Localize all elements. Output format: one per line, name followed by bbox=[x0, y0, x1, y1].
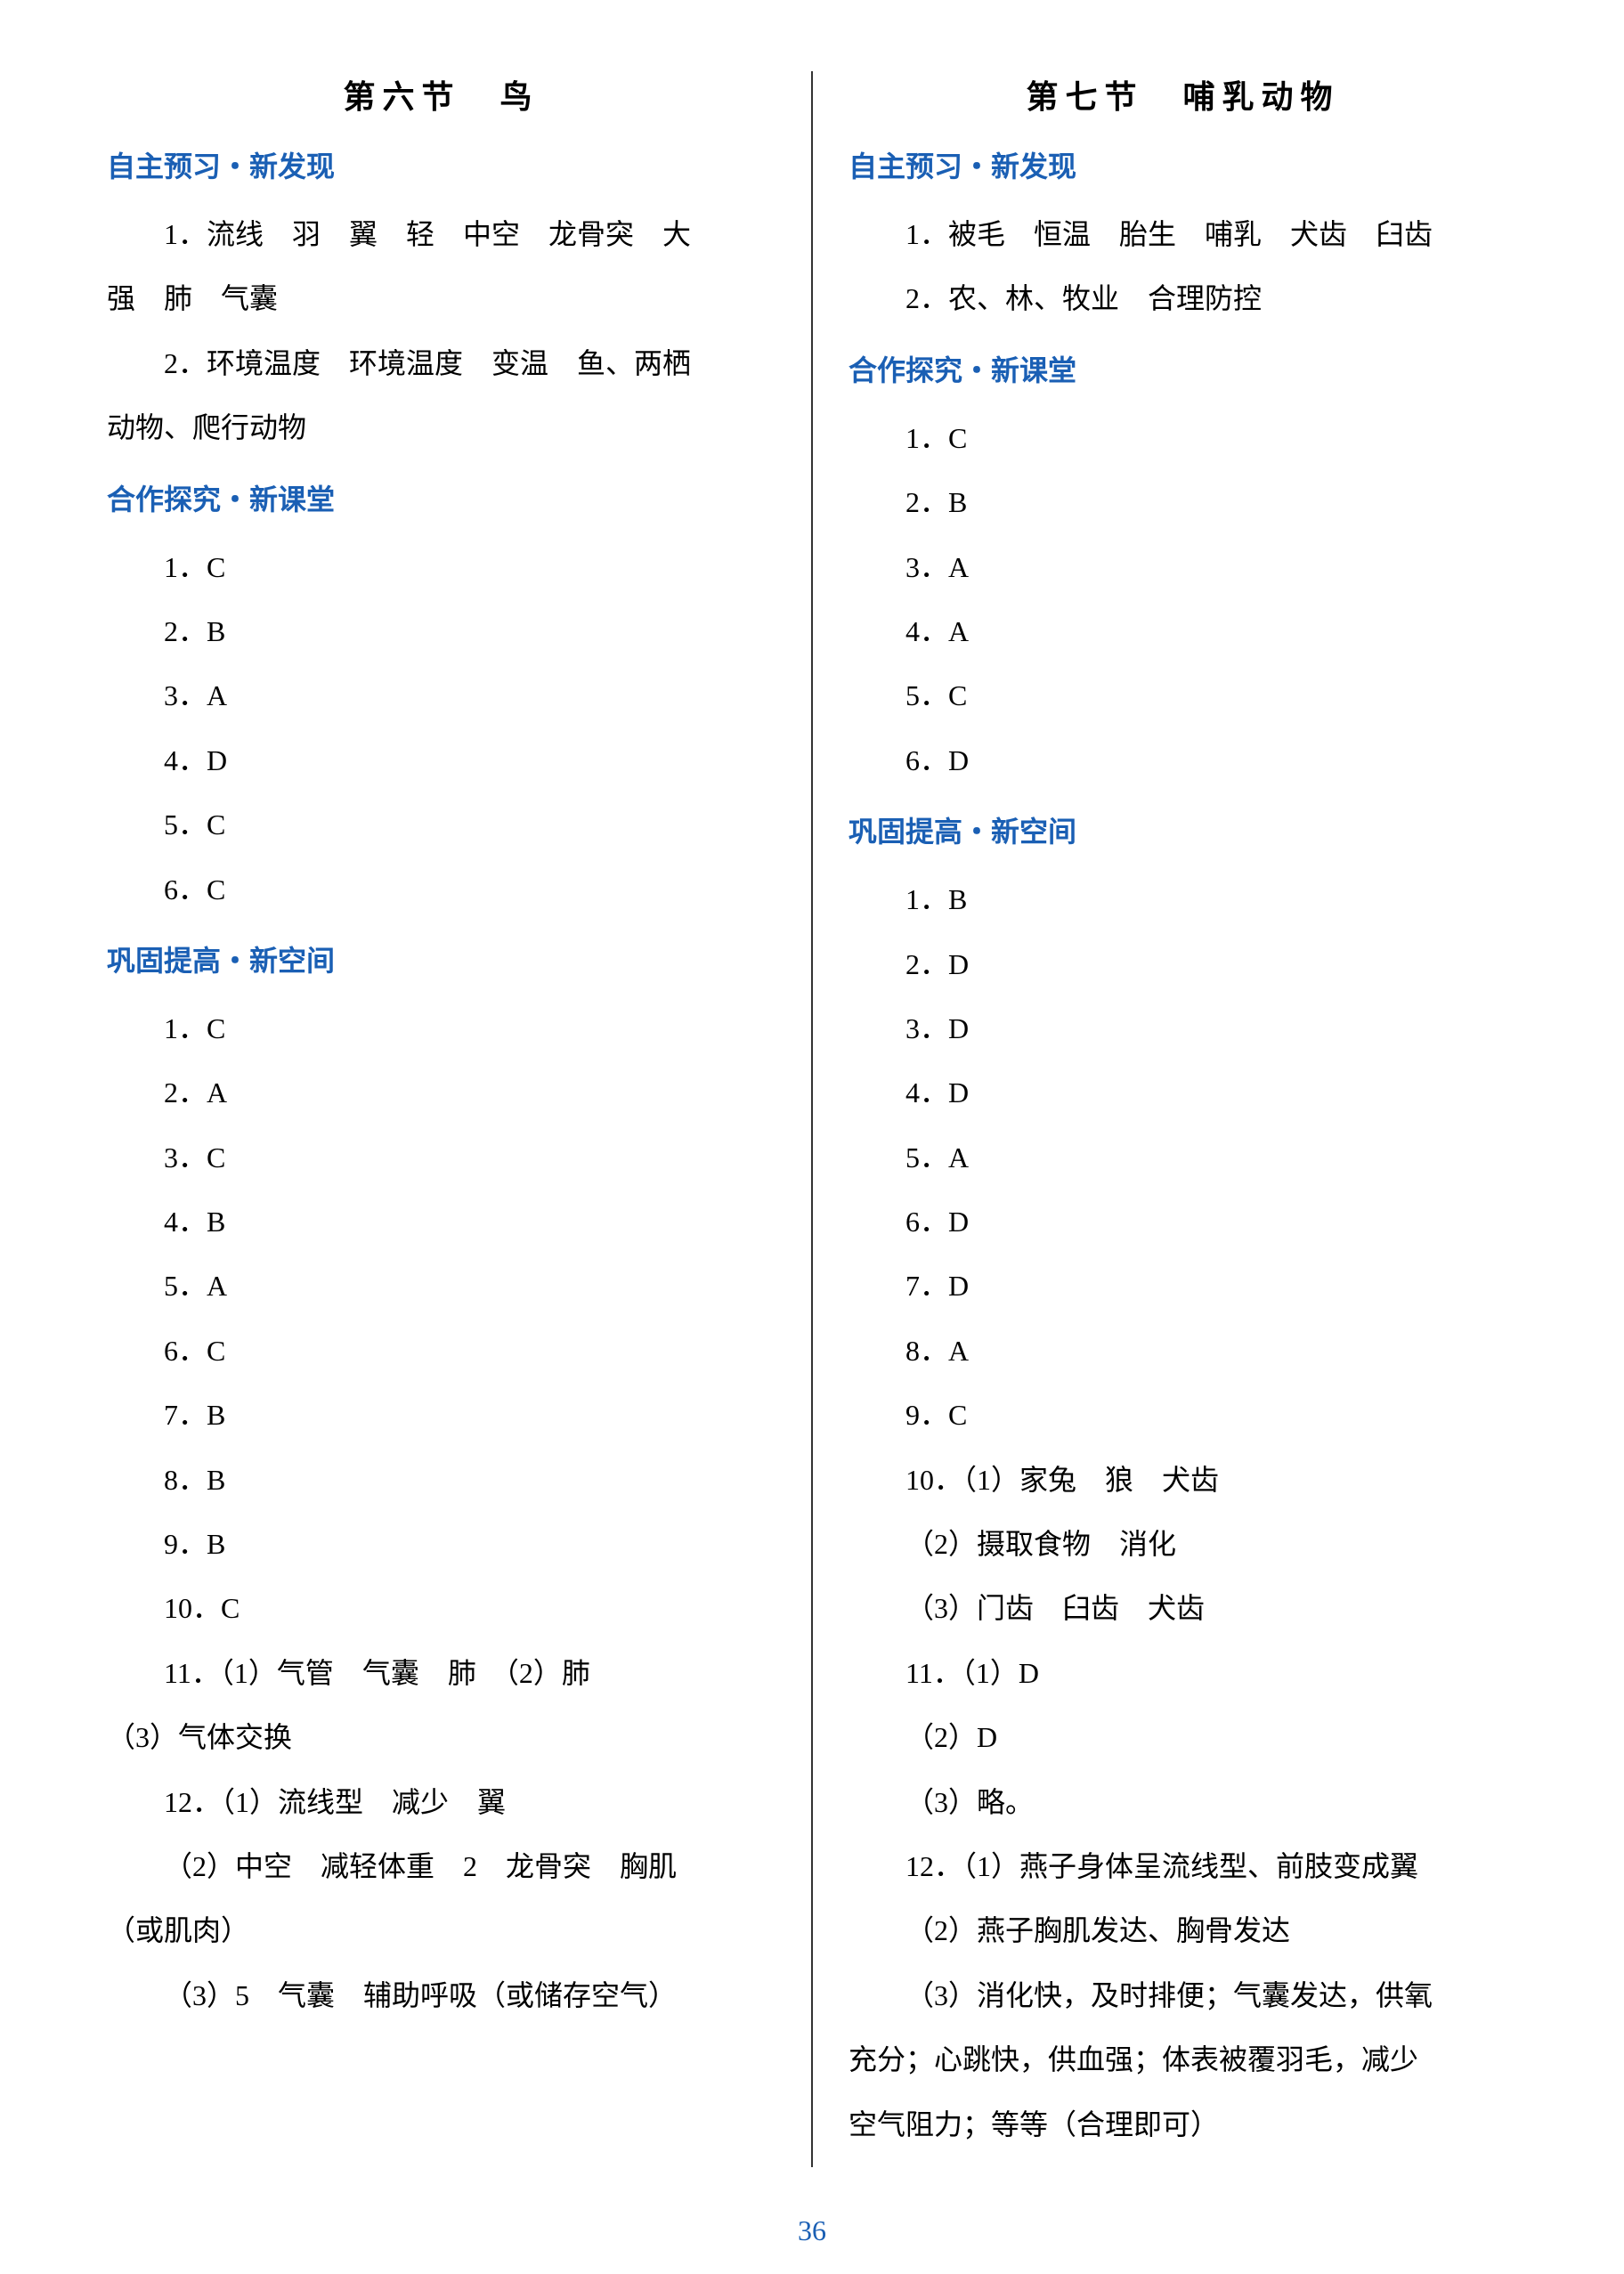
content-line: 3．A bbox=[849, 536, 1517, 598]
content-line: 2．农、林、牧业 合理防控 bbox=[849, 267, 1517, 329]
content-line: 强 肺 气囊 bbox=[107, 267, 775, 329]
content-line: 4．B bbox=[107, 1190, 775, 1253]
content-line: 6．C bbox=[107, 858, 775, 921]
content-line: 3．A bbox=[107, 664, 775, 727]
content-line: （2）D bbox=[849, 1706, 1517, 1768]
page-container: 第六节 鸟 自主预习・新发现1．流线 羽 翼 轻 中空 龙骨突 大强 肺 气囊2… bbox=[80, 71, 1544, 2167]
content-line: 2．B bbox=[849, 471, 1517, 533]
left-column: 第六节 鸟 自主预习・新发现1．流线 羽 翼 轻 中空 龙骨突 大强 肺 气囊2… bbox=[80, 71, 813, 2167]
content-line: 1．C bbox=[849, 407, 1517, 469]
content-line: 2．A bbox=[107, 1061, 775, 1124]
content-line: 11．（1）D bbox=[849, 1642, 1517, 1704]
subsection-header: 自主预习・新发现 bbox=[849, 144, 1517, 185]
content-line: 4．A bbox=[849, 600, 1517, 662]
content-line: 5．C bbox=[107, 793, 775, 856]
right-sections-container: 自主预习・新发现 1．被毛 恒温 胎生 哺乳 犬齿 臼齿2．农、林、牧业 合理防控… bbox=[849, 144, 1517, 2156]
content-line: （2）燕子胸肌发达、胸骨发达 bbox=[849, 1899, 1517, 1961]
content-line: 2．环境温度 环境温度 变温 鱼、两栖 bbox=[107, 332, 775, 394]
content-line: 动物、爬行动物 bbox=[107, 396, 775, 459]
content-line: 9．B bbox=[107, 1513, 775, 1575]
content-line: 4．D bbox=[849, 1061, 1517, 1124]
content-line: （3）门齿 臼齿 犬齿 bbox=[849, 1577, 1517, 1639]
content-line: （3）略。 bbox=[849, 1771, 1517, 1833]
content-line: 8．A bbox=[849, 1320, 1517, 1382]
content-line: 11．（1）气管 气囊 肺 （2）肺 bbox=[107, 1642, 775, 1704]
section-title-left: 第六节 鸟 bbox=[107, 71, 775, 118]
content-line: 1．B bbox=[849, 868, 1517, 930]
content-line: 2．B bbox=[107, 600, 775, 662]
content-line: 充分；心跳快，供血强；体表被覆羽毛，减少 bbox=[849, 2028, 1517, 2091]
subsection-header: 巩固提高・新空间 bbox=[849, 809, 1517, 850]
content-line: 10．C bbox=[107, 1577, 775, 1639]
content-line: 1．流线 羽 翼 轻 中空 龙骨突 大 bbox=[107, 203, 775, 265]
content-line: （或肌肉） bbox=[107, 1899, 775, 1961]
content-line: 1．C bbox=[107, 997, 775, 1060]
content-line: 2．D bbox=[849, 933, 1517, 995]
content-line: 7．B bbox=[107, 1384, 775, 1446]
content-line: 4．D bbox=[107, 729, 775, 792]
content-line: （3）气体交换 bbox=[107, 1706, 775, 1768]
content-line: 3．C bbox=[107, 1126, 775, 1189]
section-title-right: 第七节 哺乳动物 bbox=[849, 71, 1517, 118]
content-line: 6．D bbox=[849, 729, 1517, 792]
left-sections-container: 自主预习・新发现 1．流线 羽 翼 轻 中空 龙骨突 大强 肺 气囊2．环境温度 … bbox=[107, 144, 775, 2026]
content-line: 3．D bbox=[849, 997, 1517, 1060]
subsection-header: 合作探究・新课堂 bbox=[849, 348, 1517, 389]
content-line: 10．（1）家兔 狼 犬齿 bbox=[849, 1449, 1517, 1511]
page-number: 36 bbox=[798, 2214, 826, 2247]
content-line: 1．C bbox=[107, 536, 775, 598]
subsection-header: 自主预习・新发现 bbox=[107, 144, 775, 185]
content-line: 5．C bbox=[849, 664, 1517, 727]
content-line: （3）5 气囊 辅助呼吸（或储存空气） bbox=[107, 1964, 775, 2026]
subsection-header: 巩固提高・新空间 bbox=[107, 938, 775, 979]
content-line: （3）消化快，及时排便；气囊发达，供氧 bbox=[849, 1964, 1517, 2026]
subsection-header: 合作探究・新课堂 bbox=[107, 477, 775, 518]
content-line: 8．B bbox=[107, 1449, 775, 1511]
content-line: （2）中空 减轻体重 2 龙骨突 胸肌 bbox=[107, 1835, 775, 1897]
content-line: 7．D bbox=[849, 1255, 1517, 1317]
content-line: 5．A bbox=[107, 1255, 775, 1317]
content-line: 9．C bbox=[849, 1384, 1517, 1446]
content-line: 12．（1）燕子身体呈流线型、前肢变成翼 bbox=[849, 1835, 1517, 1897]
content-line: 12．（1）流线型 减少 翼 bbox=[107, 1771, 775, 1833]
content-line: （2）摄取食物 消化 bbox=[849, 1513, 1517, 1575]
content-line: 6．C bbox=[107, 1320, 775, 1382]
content-line: 1．被毛 恒温 胎生 哺乳 犬齿 臼齿 bbox=[849, 203, 1517, 265]
content-line: 5．A bbox=[849, 1126, 1517, 1189]
content-line: 空气阻力；等等（合理即可） bbox=[849, 2093, 1517, 2156]
content-line: 6．D bbox=[849, 1190, 1517, 1253]
right-column: 第七节 哺乳动物 自主预习・新发现 1．被毛 恒温 胎生 哺乳 犬齿 臼齿2．农、… bbox=[813, 71, 1544, 2167]
